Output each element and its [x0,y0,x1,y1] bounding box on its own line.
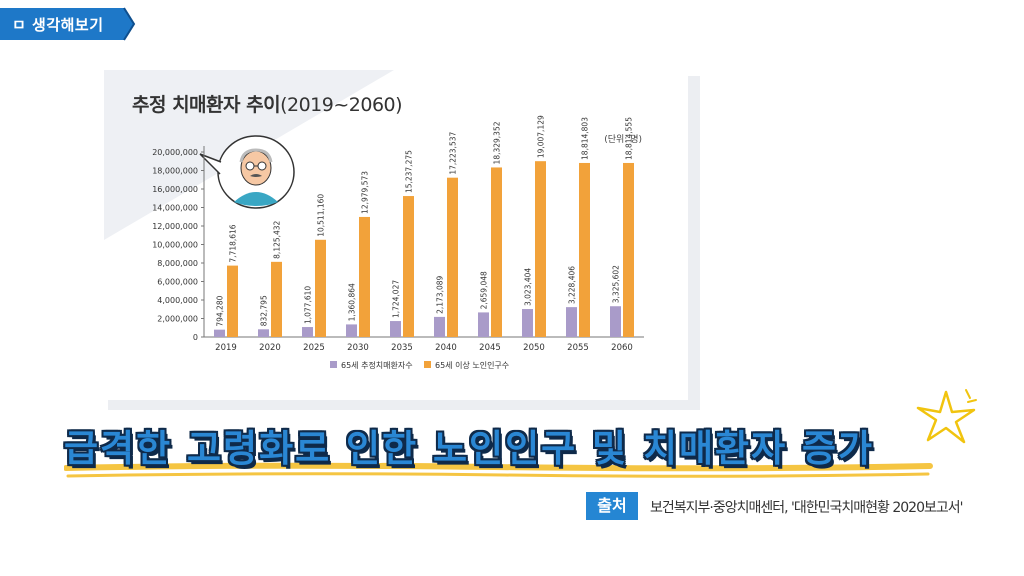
chart-unit-label: (단위: 명) [604,135,642,145]
data-label-dementia: 3,023,404 [524,268,533,306]
legend-swatch [330,361,337,368]
y-tick-label: 20,000,000 [152,148,198,157]
headline-text: 급격한 고령화로 인한 노인인구 및 치매환자 증가 [64,427,875,470]
y-tick-label: 18,000,000 [152,167,198,176]
data-label-dementia: 832,795 [260,295,269,326]
data-label-dementia: 3,228,406 [568,266,577,304]
x-tick-label: 2030 [347,343,369,353]
chart-legend: 65세 추정치매환자수 65세 이상 노인인구수 [330,360,509,370]
data-label-dementia: 2,659,048 [480,271,489,309]
data-label-elderly: 17,223,537 [449,132,458,175]
chart-title: 추정 치매환자 추이(2019~2060) [132,90,403,117]
legend-swatch [424,361,431,368]
bar-elderly [315,239,326,337]
data-label-dementia: 1,077,610 [304,286,313,324]
bar-elderly [403,196,414,337]
tag-ribbon-shape [0,7,136,41]
bar-dementia [434,316,445,337]
data-label-elderly: 8,125,432 [273,220,282,258]
mascot-bubble [199,135,295,209]
chart-axes: 0 2,000,000 4,000,000 6,000,000 8,000,000 10,… [152,146,644,353]
bar-elderly [227,265,238,337]
x-tick-label: 2045 [479,343,501,353]
data-label-dementia: 2,173,089 [436,276,445,314]
data-label-dementia: 1,360,864 [348,283,357,321]
data-label-elderly: 7,718,616 [229,224,238,262]
data-label-dementia: 3,325,602 [612,265,621,303]
bar-elderly [579,162,590,337]
bar-dementia [478,312,489,337]
x-tick-label: 2060 [611,343,633,353]
y-tick-label: 16,000,000 [152,185,198,194]
bar-elderly [359,216,370,337]
bar-dementia [214,329,225,337]
bar-dementia [566,307,577,337]
bar-elderly [623,162,634,337]
bar-dementia [610,306,621,337]
x-tick-label: 2019 [215,343,237,353]
legend-label: 65세 이상 노인인구수 [435,360,509,370]
bar-elderly [535,161,546,337]
x-tick-label: 2020 [259,343,281,353]
section-tag-label: ㅁ 생각해보기 [12,16,104,34]
y-tick-label: 12,000,000 [152,222,198,231]
bar-elderly [447,177,458,337]
chart-data-labels: 794,280 7,718,616 832,795 8,125,432 1,077,61… [216,115,634,327]
section-tag: ㅁ 생각해보기 [0,6,136,42]
bar-dementia [302,327,313,337]
data-label-elderly: 12,979,573 [361,171,370,214]
bar-dementia [258,329,269,337]
x-tick-label: 2050 [523,343,545,353]
chart-title-main: 추정 치매환자 추이 [132,94,281,116]
y-tick-label: 6,000,000 [157,278,198,287]
source-text: 보건복지부·중앙치매센터, '대한민국치매현황 2020보고서' [650,500,963,516]
bar-elderly [271,261,282,337]
data-label-elderly: 19,007,129 [537,115,546,158]
x-tick-label: 2040 [435,343,457,353]
bar-dementia [522,309,533,337]
data-label-elderly: 10,511,160 [317,194,326,237]
y-tick-label: 2,000,000 [157,315,198,324]
data-label-elderly: 18,814,555 [625,117,634,160]
x-tick-label: 2055 [567,343,589,353]
chart-canvas: 0 2,000,000 4,000,000 6,000,000 8,000,000 10,… [104,70,644,370]
source-badge: 출처 [586,492,638,520]
elderly-man-icon [234,148,278,206]
chart-bars [214,161,634,337]
data-label-elderly: 18,329,352 [493,121,502,164]
bar-dementia [390,321,401,337]
doodle-star-icon [916,389,977,444]
y-tick-label: 0 [193,333,198,342]
legend-label: 65세 추정치매환자수 [341,360,413,370]
headline: 급격한 고령화로 인한 노인인구 및 치매환자 증가 [64,412,934,484]
x-tick-label: 2035 [391,343,413,353]
y-tick-label: 14,000,000 [152,204,198,213]
headline-underline [64,462,933,478]
y-tick-label: 4,000,000 [157,296,198,305]
chart-title-range: (2019~2060) [280,94,403,116]
data-label-elderly: 18,814,803 [581,117,590,160]
bar-elderly [491,167,502,337]
bar-dementia [346,324,357,337]
y-tick-label: 10,000,000 [152,241,198,250]
data-label-elderly: 15,237,275 [405,150,414,193]
y-tick-label: 8,000,000 [157,259,198,268]
data-label-dementia: 1,724,027 [392,280,401,318]
chart-panel: 0 2,000,000 4,000,000 6,000,000 8,000,000 10,… [104,70,688,400]
x-tick-label: 2025 [303,343,325,353]
data-label-dementia: 794,280 [216,295,225,326]
